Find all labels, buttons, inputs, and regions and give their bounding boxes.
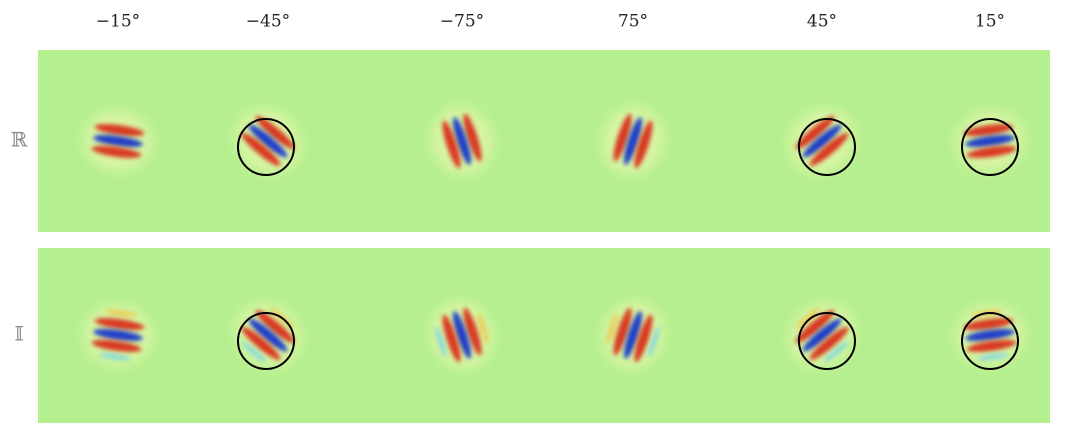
column-label: −15°	[96, 12, 140, 32]
stripe	[613, 307, 632, 356]
stripe	[802, 124, 842, 158]
stripe	[463, 113, 482, 162]
stripe	[623, 311, 643, 359]
stripe	[965, 134, 1015, 148]
stripe	[91, 145, 142, 158]
stripe	[606, 312, 618, 344]
filter-pattern	[84, 304, 152, 366]
filter-pattern	[789, 109, 855, 173]
highlight-circle	[961, 118, 1019, 176]
filter-pattern	[602, 301, 664, 369]
stripe	[241, 341, 267, 363]
stripe	[241, 132, 281, 166]
stripe	[93, 134, 143, 148]
stripe	[91, 339, 142, 352]
stripe	[94, 318, 145, 331]
stripe	[809, 326, 849, 360]
filter-pattern	[789, 303, 855, 367]
stripe	[634, 120, 653, 169]
column-label: −45°	[246, 12, 290, 32]
stripe	[963, 318, 1014, 331]
stripe	[435, 326, 447, 358]
imaginary-panel	[38, 248, 1050, 423]
column-label: 15°	[975, 12, 1005, 32]
stripe	[613, 113, 632, 162]
stripe	[623, 117, 643, 165]
highlight-circle	[798, 118, 856, 176]
filter-pattern	[431, 301, 493, 369]
row-label: ℝ	[11, 128, 28, 152]
highlight-circle	[961, 312, 1019, 370]
stripe	[648, 326, 660, 358]
stripe	[463, 307, 482, 356]
stripe	[966, 145, 1017, 158]
stripe	[795, 307, 821, 329]
stripe	[248, 124, 288, 158]
stripe	[255, 310, 295, 344]
stripe	[442, 120, 461, 169]
column-label: −75°	[440, 12, 484, 32]
stripe	[248, 318, 288, 352]
filter-pattern	[84, 110, 152, 172]
filter-pattern	[602, 107, 664, 175]
stripe	[255, 116, 295, 150]
highlight-circle	[798, 312, 856, 370]
filter-pattern	[431, 107, 493, 175]
stripe	[634, 314, 653, 363]
stripe	[442, 314, 461, 363]
stripe	[477, 312, 489, 344]
column-label: 45°	[807, 12, 837, 32]
stripe	[452, 311, 472, 359]
highlight-circle	[237, 312, 295, 370]
stripe	[977, 353, 1009, 361]
stripe	[93, 328, 143, 342]
stripe	[965, 328, 1015, 342]
stripe	[802, 318, 842, 352]
stripe	[94, 124, 145, 137]
stripe	[99, 353, 131, 361]
highlight-circle	[237, 118, 295, 176]
stripe	[241, 326, 281, 360]
real-panel	[38, 50, 1050, 232]
stripe	[105, 309, 137, 317]
stripe	[963, 124, 1014, 137]
stripe	[795, 116, 835, 150]
stripe	[966, 339, 1017, 352]
column-label: 75°	[618, 12, 648, 32]
stripe	[809, 132, 849, 166]
stripe	[452, 117, 472, 165]
stripe	[823, 341, 849, 363]
stripe	[795, 310, 835, 344]
row-label: 𝕀	[14, 322, 23, 346]
